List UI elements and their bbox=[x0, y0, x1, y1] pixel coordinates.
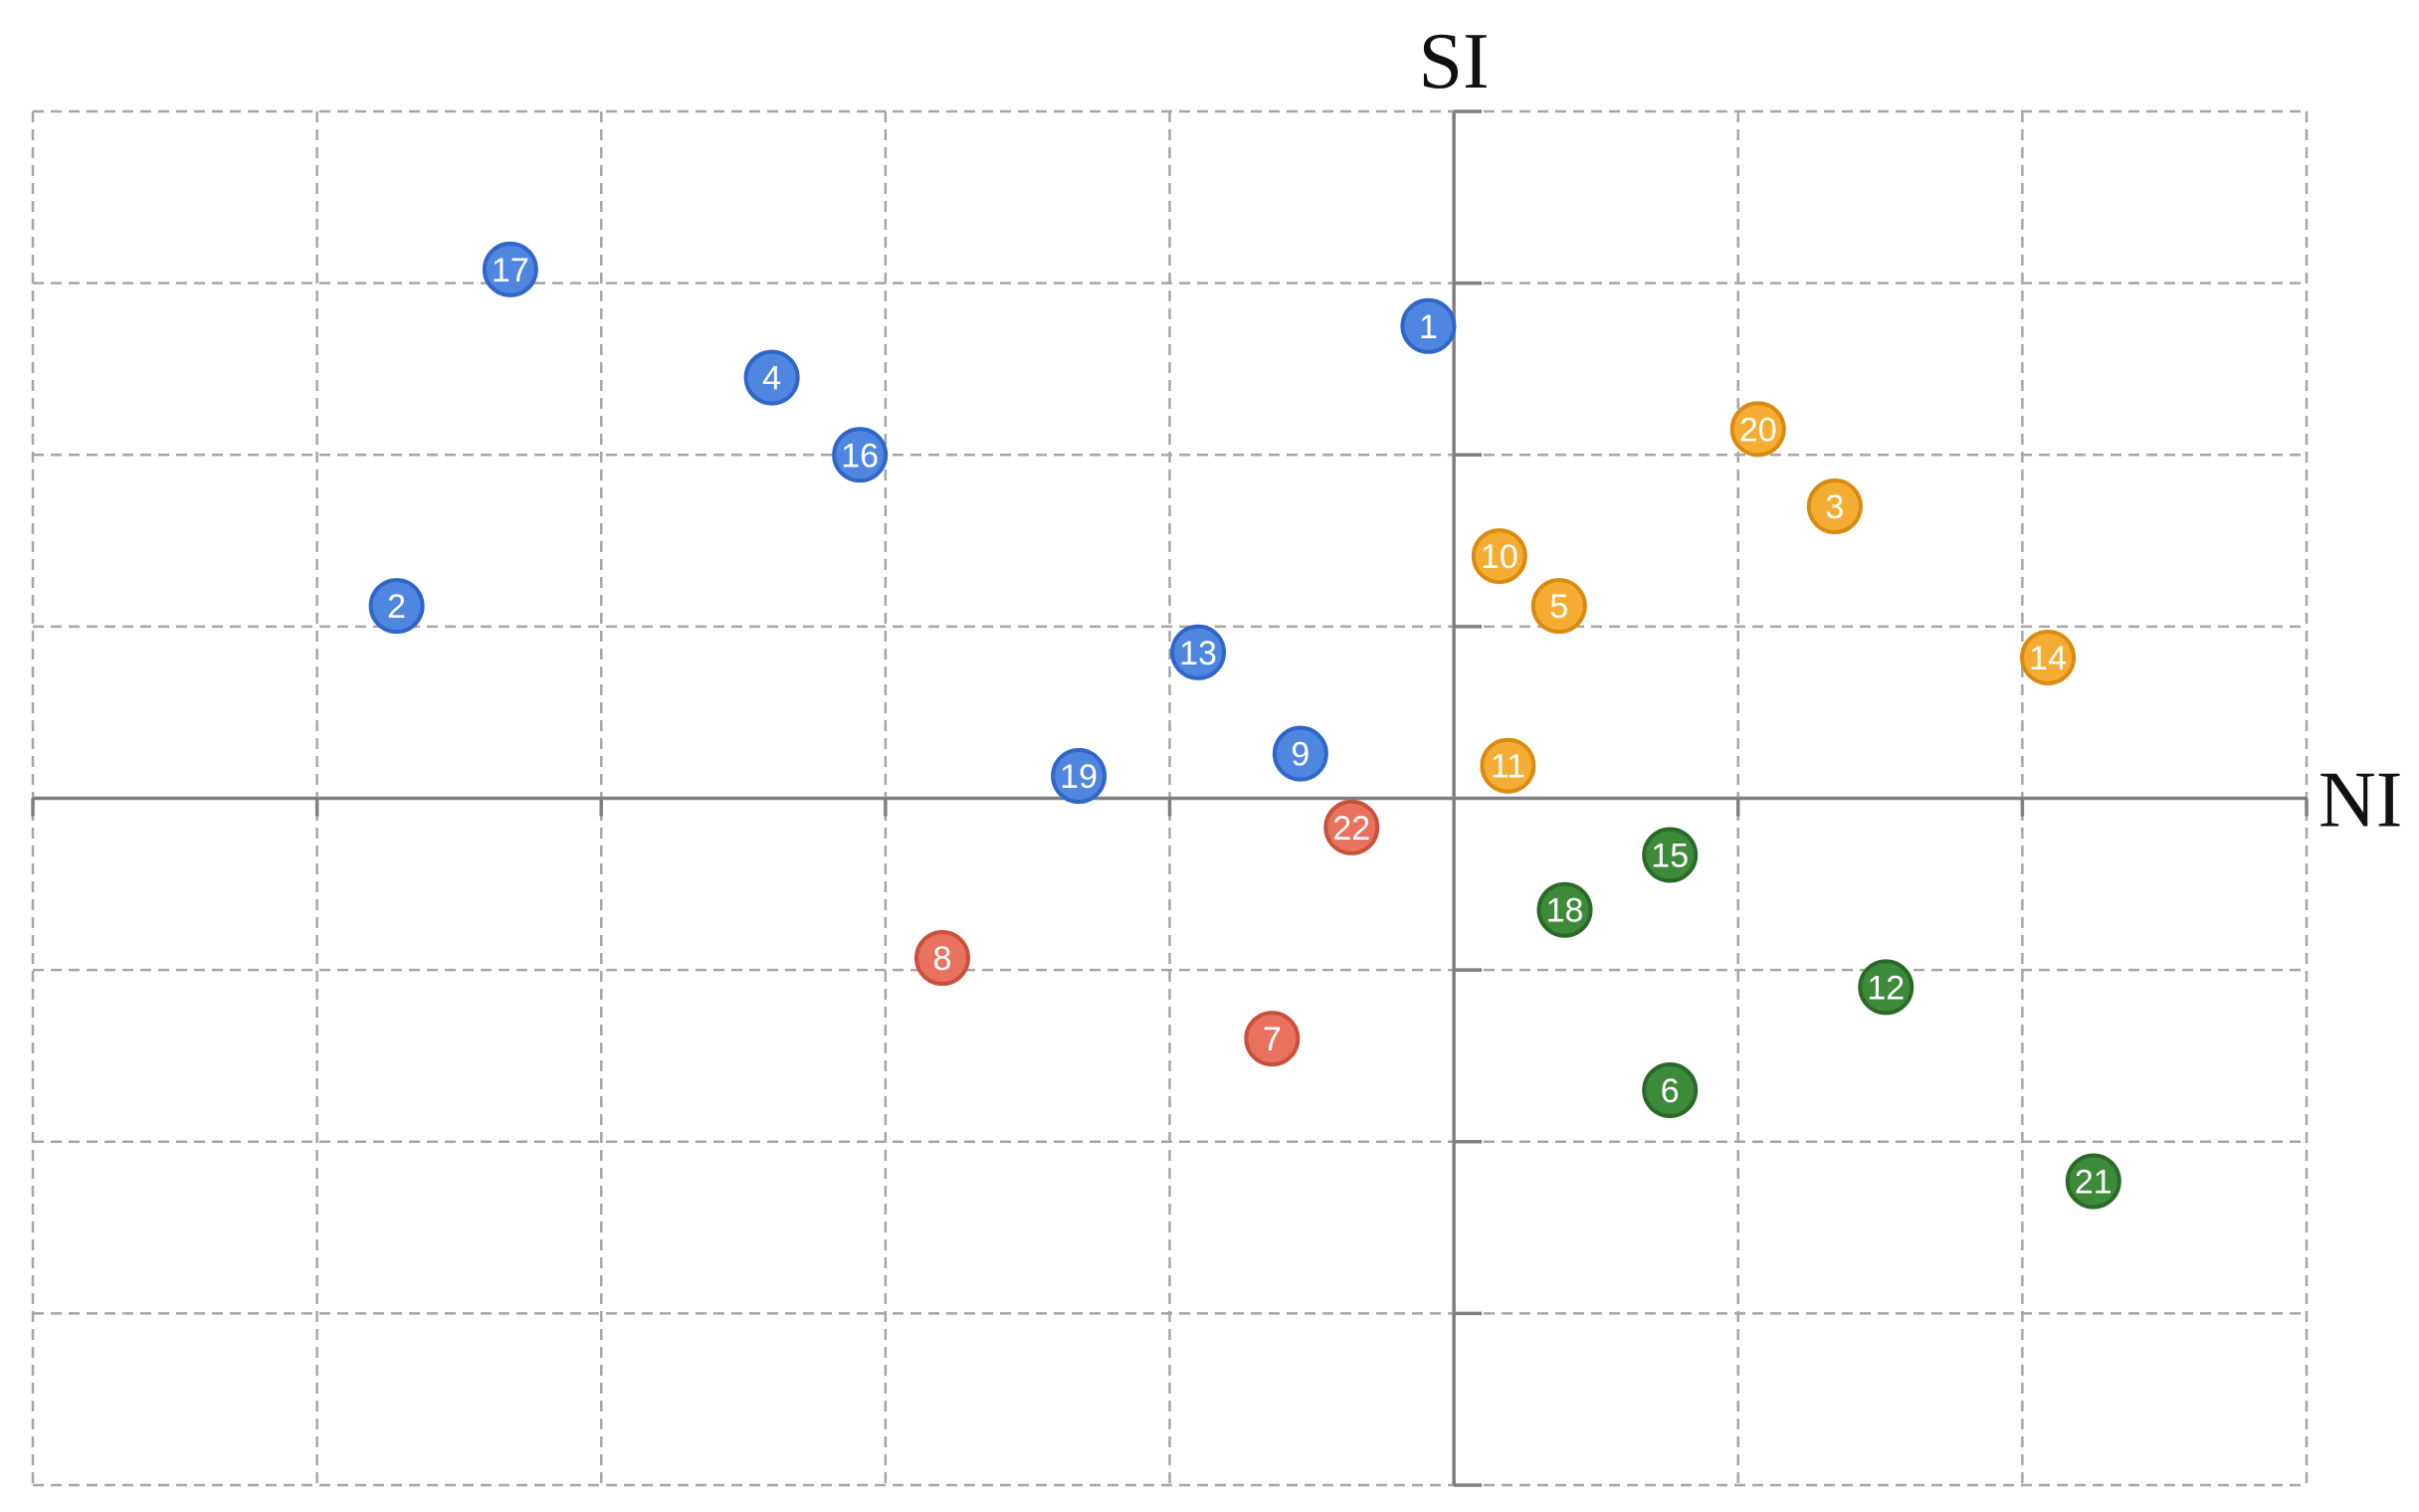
data-point-marker bbox=[2020, 629, 2077, 685]
data-point: 10 bbox=[1471, 528, 1527, 585]
data-point: 9 bbox=[1272, 725, 1328, 782]
data-point-label: 17 bbox=[492, 252, 529, 289]
data-point-marker bbox=[1471, 528, 1527, 585]
data-point: 11 bbox=[1480, 737, 1536, 794]
data-point-marker bbox=[1170, 624, 1227, 680]
data-point: 15 bbox=[1642, 827, 1699, 883]
y-axis-title: SI bbox=[1419, 18, 1490, 105]
data-point: 13 bbox=[1170, 624, 1227, 680]
data-point: 21 bbox=[2065, 1153, 2121, 1210]
data-point-marker bbox=[1530, 578, 1587, 635]
data-point: 14 bbox=[2020, 629, 2077, 685]
data-point: 5 bbox=[1530, 578, 1587, 635]
data-point-marker bbox=[1536, 881, 1593, 938]
data-point-marker bbox=[1400, 297, 1457, 354]
data-point-label: 12 bbox=[1867, 969, 1905, 1007]
axes bbox=[31, 109, 2309, 1487]
data-point-label: 19 bbox=[1060, 758, 1098, 796]
data-point-label: 14 bbox=[2029, 640, 2067, 677]
data-point-marker bbox=[1480, 737, 1536, 794]
data-point: 6 bbox=[1642, 1061, 1699, 1118]
data-point-label: 5 bbox=[1549, 588, 1568, 626]
data-point-marker bbox=[743, 349, 800, 406]
data-point-label: 13 bbox=[1179, 635, 1217, 672]
data-point-marker bbox=[1642, 827, 1699, 883]
data-point-label: 2 bbox=[387, 588, 406, 626]
data-point: 1 bbox=[1400, 297, 1457, 354]
data-point-label: 10 bbox=[1481, 538, 1518, 576]
data-point: 17 bbox=[482, 241, 538, 297]
data-point-label: 9 bbox=[1291, 736, 1310, 774]
data-point-label: 11 bbox=[1491, 748, 1525, 786]
data-point: 19 bbox=[1051, 748, 1108, 805]
data-point: 16 bbox=[832, 427, 889, 483]
data-point-label: 6 bbox=[1661, 1072, 1680, 1110]
data-point-label: 3 bbox=[1825, 488, 1844, 526]
data-point: 20 bbox=[1729, 401, 1786, 458]
data-point-label: 16 bbox=[841, 437, 879, 474]
data-point-label: 22 bbox=[1332, 810, 1370, 848]
data-point-label: 8 bbox=[933, 940, 952, 978]
data-point-marker bbox=[1272, 725, 1328, 782]
data-point-label: 18 bbox=[1546, 892, 1584, 930]
data-point-label: 21 bbox=[2075, 1163, 2113, 1201]
data-point-marker bbox=[1642, 1061, 1699, 1118]
data-point: 18 bbox=[1536, 881, 1593, 938]
data-point-marker bbox=[482, 241, 538, 297]
data-point: 12 bbox=[1858, 959, 1915, 1016]
data-point-marker bbox=[1858, 959, 1915, 1016]
data-point-marker bbox=[1729, 401, 1786, 458]
data-point: 8 bbox=[914, 930, 970, 987]
data-point-marker bbox=[1051, 748, 1108, 805]
data-point-label: 20 bbox=[1739, 411, 1777, 449]
data-point-marker bbox=[2065, 1153, 2121, 1210]
data-point: 7 bbox=[1244, 1011, 1301, 1067]
data-point-label: 4 bbox=[762, 360, 781, 398]
data-point: 4 bbox=[743, 349, 800, 406]
data-point-marker bbox=[1323, 799, 1380, 855]
data-point: 2 bbox=[368, 578, 425, 635]
data-point: 3 bbox=[1806, 478, 1863, 535]
data-point: 22 bbox=[1323, 799, 1380, 855]
x-axis-title: NI bbox=[2318, 757, 2402, 845]
data-point-marker bbox=[368, 578, 425, 635]
data-point-marker bbox=[832, 427, 889, 483]
data-point-marker bbox=[1806, 478, 1863, 535]
data-point-marker bbox=[1244, 1011, 1301, 1067]
data-point-label: 1 bbox=[1419, 308, 1438, 346]
data-point-label: 7 bbox=[1263, 1021, 1282, 1058]
data-point-marker bbox=[914, 930, 970, 987]
data-point-label: 15 bbox=[1651, 837, 1689, 874]
